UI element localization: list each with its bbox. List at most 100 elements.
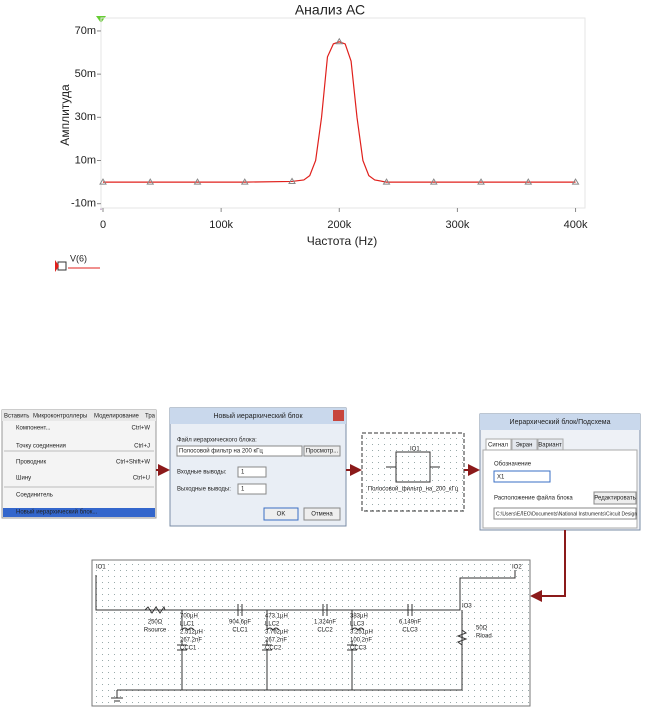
- button-label: Отмена: [311, 512, 333, 518]
- tab[interactable]: [537, 438, 564, 451]
- part-label: 3.762µH: [265, 630, 288, 636]
- chart-title: Анализ АС: [295, 2, 365, 18]
- marker: [99, 178, 107, 185]
- io-label: IO3: [462, 604, 472, 610]
- menu-tab: Моделирование: [94, 414, 140, 420]
- button[interactable]: [263, 507, 299, 521]
- menu-tab: Тра: [145, 414, 156, 420]
- marker: [335, 37, 344, 45]
- part-label: 904.6pF: [229, 620, 251, 626]
- marker: [193, 178, 202, 185]
- dialog: [479, 413, 641, 531]
- wire: [95, 570, 516, 611]
- arrow: [530, 530, 566, 602]
- block-label: Полосовой_фильтр_на_200_кГц: [368, 486, 459, 493]
- shortcut: Ctrl+W: [132, 426, 151, 432]
- menu-tab: Микроконтроллеры: [33, 414, 87, 420]
- legend-label: V(6): [70, 253, 87, 263]
- wire: [117, 610, 463, 691]
- button[interactable]: [593, 491, 637, 505]
- input[interactable]: [493, 470, 551, 483]
- input-value: C:\Users\ЕЛЕО\Documents\National Instrum…: [496, 511, 637, 517]
- menu-item: Точку соединения: [16, 444, 66, 450]
- shortcut: Ctrl+U: [133, 476, 150, 482]
- input[interactable]: [237, 483, 267, 495]
- io-label: IO1: [96, 565, 106, 571]
- y-label: Амплитуда: [58, 84, 72, 146]
- pin-label: IO1: [410, 447, 420, 453]
- button[interactable]: [303, 507, 341, 521]
- y-tick-label: -10m: [71, 198, 96, 210]
- menu-item: Новый иерархический блок...: [16, 509, 98, 516]
- tab[interactable]: [485, 438, 512, 451]
- schematic: [91, 559, 531, 707]
- close-button[interactable]: [333, 410, 344, 421]
- input[interactable]: [493, 507, 637, 520]
- series-line: [103, 41, 576, 183]
- marker: [571, 178, 580, 185]
- capacitor: [237, 604, 243, 616]
- y-tick-label: 50m: [75, 68, 96, 80]
- part-label: 100.2nF: [350, 638, 372, 644]
- marker: [240, 178, 249, 185]
- tab[interactable]: [511, 438, 538, 451]
- dialog-title: Иерархический блок/Подсхема: [510, 418, 611, 426]
- label: Расположение файла блока: [494, 495, 573, 502]
- io-label: IO2: [512, 565, 522, 571]
- legend-marker: [57, 261, 67, 271]
- dialog: [169, 407, 347, 527]
- y-tick-label: 30m: [75, 111, 96, 123]
- part-label: CLC3: [402, 628, 418, 634]
- y-tick-label: 10m: [75, 154, 96, 166]
- menu-item: Компонент...: [16, 426, 51, 432]
- part-label: 383µH: [350, 614, 368, 620]
- x-tick-label: 300k: [445, 219, 469, 231]
- part-label: LLC3: [350, 622, 365, 628]
- part-label: LLC2: [265, 622, 280, 628]
- legend-flag: [55, 260, 59, 272]
- tab-label: Вариант: [538, 443, 562, 449]
- block: [361, 432, 465, 512]
- part-label: 2.512µH: [180, 630, 203, 636]
- arrows: [156, 464, 566, 602]
- part-label: CCC3: [350, 646, 367, 652]
- shortcut: Ctrl+J: [134, 444, 150, 450]
- part-label: CCC2: [265, 646, 282, 652]
- marker: [477, 178, 485, 185]
- part-label: LLC1: [180, 622, 195, 628]
- lc-branch: [262, 610, 280, 690]
- x-label: Частота (Hz): [307, 234, 377, 248]
- part-label: 50Ω: [476, 626, 488, 632]
- input-value: 1: [241, 487, 245, 493]
- input[interactable]: [237, 466, 267, 478]
- button-label: OK: [277, 512, 286, 518]
- input-value: 1: [241, 470, 245, 476]
- input-value: X1: [497, 475, 505, 481]
- part-label: 700µH: [180, 614, 198, 620]
- part-label: CCC1: [180, 646, 197, 652]
- x-tick-label: 200k: [327, 219, 351, 231]
- capacitor: [322, 604, 328, 616]
- sheet: [91, 559, 531, 707]
- capacitor: [407, 604, 413, 616]
- plot-frame: [100, 17, 586, 209]
- label: Обозначение: [494, 462, 532, 468]
- input[interactable]: [176, 445, 303, 457]
- block-frame: [361, 432, 465, 512]
- button-label: Просмотр...: [306, 449, 339, 455]
- chart: Анализ АС Амплитуда Частота (Hz) -10m 10m…: [55, 2, 588, 272]
- resistor: [144, 605, 166, 614]
- part-label: CLC2: [317, 628, 333, 634]
- button[interactable]: [303, 445, 341, 457]
- menu-item: Шину: [16, 476, 31, 482]
- menu-tab: Вставить: [4, 414, 29, 420]
- y-tick-label: 70m: [75, 25, 96, 37]
- part-label: 6.149nF: [399, 620, 421, 626]
- part-label: 1.324nF: [314, 620, 336, 626]
- menu: [1, 409, 157, 519]
- menu-highlight: [3, 508, 155, 517]
- marker: [429, 178, 438, 185]
- x-tick-label: 400k: [564, 219, 588, 231]
- part-label: CLC1: [232, 628, 248, 634]
